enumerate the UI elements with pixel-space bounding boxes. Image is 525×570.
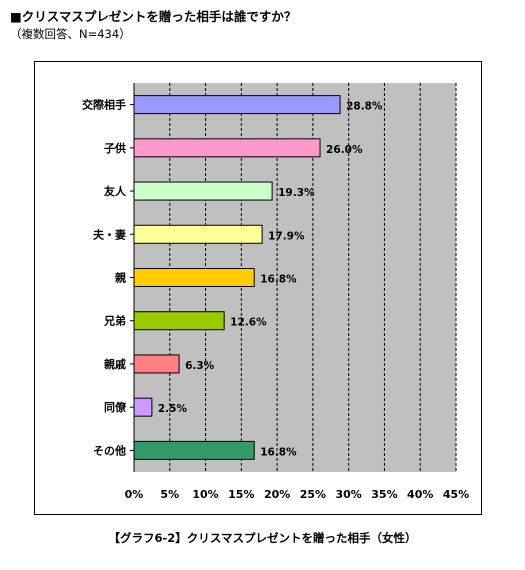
category-label: 親戚 [104, 357, 126, 371]
bar [133, 95, 341, 115]
value-label: 16.8% [260, 274, 297, 286]
category-label: 交際相手 [82, 98, 126, 112]
value-label: 19.3% [278, 187, 315, 199]
value-label: 2.5% [158, 403, 188, 415]
value-label: 17.9% [268, 230, 305, 242]
bar [133, 354, 180, 374]
x-tick-label: 25% [300, 488, 326, 501]
x-tick-label: 30% [335, 488, 361, 501]
value-label: 26.0% [326, 144, 363, 156]
x-tick-label: 45% [443, 488, 469, 501]
x-tick-label: 20% [264, 488, 290, 501]
figure-caption: 【グラフ6-2】クリスマスプレゼントを贈った相手（女性） [108, 531, 417, 545]
value-label: 16.8% [260, 446, 297, 458]
category-label: 親 [115, 271, 126, 285]
category-label: その他 [93, 443, 126, 457]
x-tick-label: 40% [407, 488, 433, 501]
bar [133, 397, 153, 417]
bar [133, 440, 255, 460]
bar [133, 181, 273, 201]
x-tick-label: 10% [192, 488, 218, 501]
value-label: 12.6% [230, 317, 267, 329]
x-tick-label: 0% [125, 488, 144, 501]
bar [133, 268, 255, 287]
category-label: 夫・妻 [93, 227, 126, 241]
bar [133, 311, 225, 331]
bar [133, 138, 321, 158]
x-tick-label: 5% [160, 488, 179, 501]
chart-subtitle: （複数回答、N=434） [10, 27, 131, 41]
category-label: 兄弟 [103, 314, 126, 328]
value-label: 28.8% [346, 101, 383, 113]
x-tick-label: 15% [228, 488, 254, 501]
category-label: 同僚 [104, 400, 127, 414]
value-label: 6.3% [185, 360, 215, 372]
category-label: 子供 [104, 141, 126, 155]
bar [133, 224, 263, 244]
x-tick-label: 35% [371, 488, 397, 501]
category-label: 友人 [104, 184, 127, 198]
chart-title: ■クリスマスプレゼントを贈った相手は誰ですか？ [10, 9, 297, 24]
